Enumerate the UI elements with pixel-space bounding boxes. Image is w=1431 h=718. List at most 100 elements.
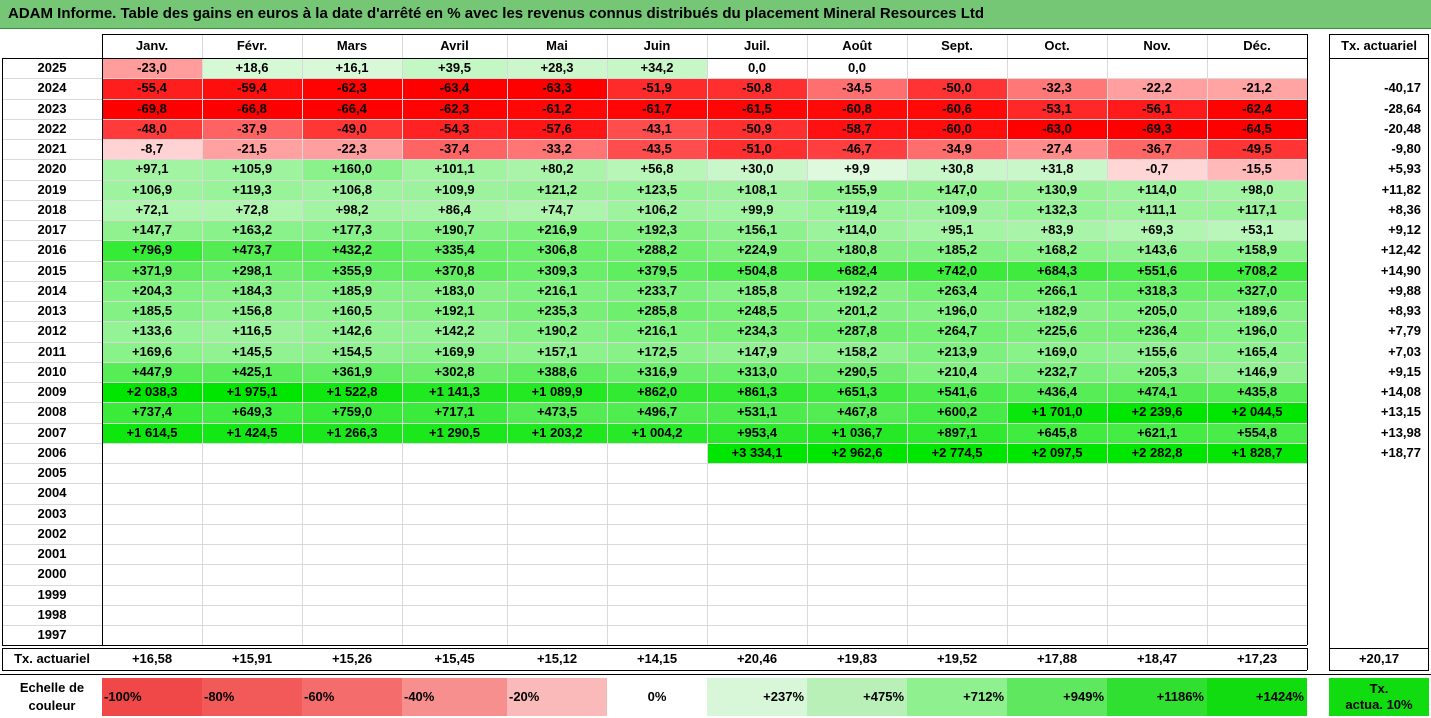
table-cell: -63,0 [1007, 118, 1107, 139]
table-cell [102, 544, 202, 564]
footer-cell: +14,15 [636, 651, 678, 666]
table-cell [507, 483, 607, 503]
table-cell: +225,6 [1007, 321, 1107, 342]
table-cell: -56,1 [1107, 98, 1207, 119]
table-cell: +172,5 [607, 341, 707, 362]
table-cell: +447,9 [102, 361, 202, 382]
rate-cell: -9,80 [1391, 141, 1421, 156]
year-label: 2000 [37, 566, 67, 582]
table-cell: -21,2 [1207, 78, 1307, 99]
legend-border [0, 674, 1431, 675]
year-label: 2011 [37, 343, 67, 359]
footer-border [1329, 670, 1429, 671]
table-cell: -60,0 [907, 118, 1007, 139]
table-cell [302, 504, 402, 524]
table-cell: -50,0 [907, 78, 1007, 99]
rate-cell [1329, 625, 1429, 645]
month-header: Avril [440, 38, 469, 53]
row-gridline [2, 382, 1307, 383]
table-cell: +2 774,5 [907, 442, 1007, 463]
table-cell: +180,8 [807, 240, 907, 261]
table-cell: -37,9 [202, 118, 302, 139]
col-gridline [202, 34, 203, 646]
table-cell: 0,0 [747, 60, 767, 75]
table-cell: -62,3 [402, 98, 507, 119]
table-cell: +114,0 [807, 220, 907, 241]
table-cell: +467,8 [807, 402, 907, 423]
table-cell: +436,4 [1007, 382, 1107, 403]
table-cell: +72,1 [102, 199, 202, 220]
year-label: 2015 [37, 262, 67, 278]
row-gridline [2, 524, 1307, 525]
table-cell [507, 504, 607, 524]
table-cell [402, 504, 507, 524]
table-cell [1107, 504, 1207, 524]
row-gridline [2, 301, 1307, 302]
table-cell: +432,2 [302, 240, 402, 261]
footer-cell: +19,52 [936, 651, 978, 666]
rate-cell [1329, 544, 1429, 564]
table-cell: -61,2 [507, 98, 607, 119]
table-cell: +233,7 [607, 280, 707, 301]
year-label: 2016 [37, 242, 67, 258]
table-cell: +31,8 [1007, 159, 1107, 180]
rate-border [1329, 34, 1429, 35]
table-cell [302, 625, 402, 645]
table-cell [807, 564, 907, 584]
table-cell [607, 483, 707, 503]
table-cell: +99,9 [707, 199, 807, 220]
table-cell: +109,9 [402, 179, 507, 200]
col-gridline [1207, 34, 1208, 646]
table-cell [1007, 544, 1107, 564]
table-cell: -57,6 [507, 118, 607, 139]
table-cell [807, 585, 907, 605]
footer-cell: +16,58 [131, 651, 173, 666]
table-cell: +185,9 [302, 280, 402, 301]
table-cell [202, 483, 302, 503]
row-gridline [2, 180, 1307, 181]
rate-cell [1329, 463, 1429, 483]
table-cell: +30,0 [707, 159, 807, 180]
table-cell [707, 544, 807, 564]
year-label: 2001 [37, 546, 67, 561]
table-cell [607, 524, 707, 544]
table-cell: +327,0 [1207, 280, 1307, 301]
table-cell: -51,0 [707, 139, 807, 160]
table-cell: -66,8 [202, 98, 302, 119]
rate-header: Tx. actuariel [1341, 38, 1417, 53]
table-cell: -59,4 [202, 78, 302, 99]
year-label: 2005 [37, 465, 67, 480]
table-cell: +645,8 [1007, 422, 1107, 443]
table-cell: -61,5 [707, 98, 807, 119]
table-cell [1107, 544, 1207, 564]
table-cell [707, 504, 807, 524]
table-cell [907, 524, 1007, 544]
table-cell: +1 141,3 [402, 382, 507, 403]
table-cell: +1 290,5 [402, 422, 507, 443]
year-label: 2023 [37, 100, 67, 116]
table-cell: -49,0 [302, 118, 402, 139]
table-cell: +145,5 [202, 341, 302, 362]
table-cell: +742,0 [907, 260, 1007, 281]
table-cell [607, 443, 707, 463]
table-border [1307, 34, 1308, 645]
col-gridline [302, 34, 303, 646]
table-cell: +182,9 [1007, 301, 1107, 322]
legend-label-line: Echelle de [19, 680, 85, 695]
table-cell: -69,8 [102, 98, 202, 119]
rate-cell [1329, 504, 1429, 524]
table-cell: +119,4 [807, 199, 907, 220]
table-cell [102, 564, 202, 584]
month-header: Févr. [236, 38, 268, 53]
row-gridline [2, 585, 1307, 586]
row-gridline [2, 220, 1307, 221]
table-cell: +98,0 [1207, 179, 1307, 200]
col-gridline [1007, 34, 1008, 646]
table-cell: +551,6 [1107, 260, 1207, 281]
table-cell: +121,2 [507, 179, 607, 200]
year-label: 2014 [37, 282, 67, 298]
rate-border [1428, 34, 1429, 670]
row-gridline [2, 483, 1307, 484]
table-cell: +106,9 [102, 179, 202, 200]
table-cell: +83,9 [1007, 220, 1107, 241]
